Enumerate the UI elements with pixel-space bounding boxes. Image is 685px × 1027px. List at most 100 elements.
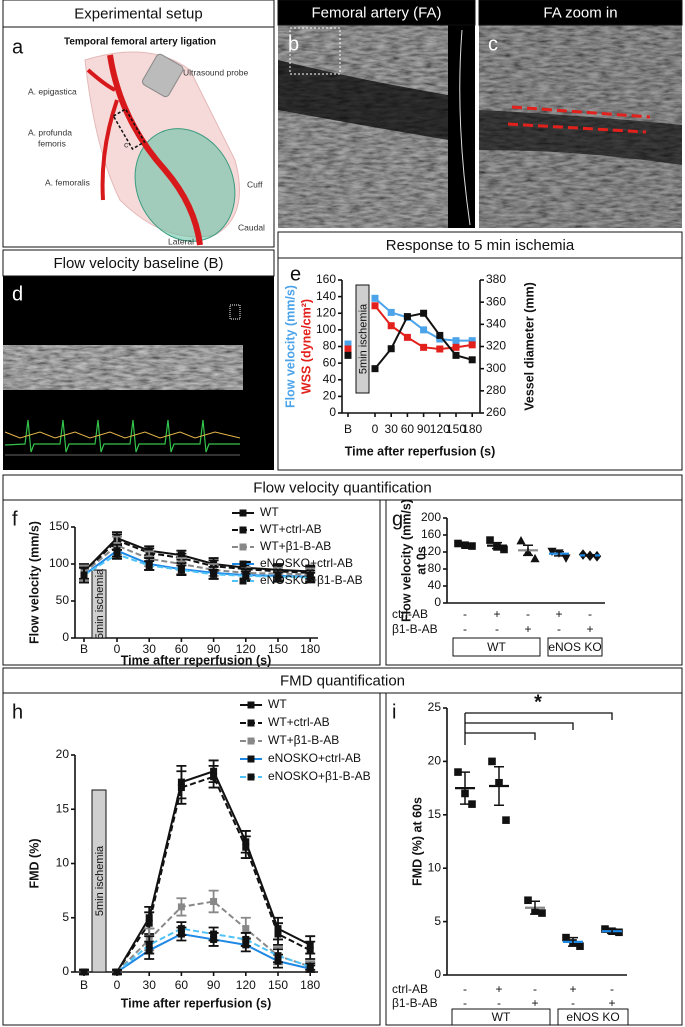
marker xyxy=(371,365,379,373)
y-tick-label: 100 xyxy=(316,322,336,336)
row-sign: - xyxy=(463,622,467,636)
legend-marker xyxy=(247,755,255,763)
y-tick-label: 20 xyxy=(323,389,337,403)
error-bar xyxy=(460,771,470,805)
y-tick-label: 160 xyxy=(316,272,336,286)
data-point xyxy=(468,542,476,550)
header-title: Flow velocity baseline (B) xyxy=(53,255,223,272)
y-tick-label: 120 xyxy=(316,305,336,319)
marker xyxy=(344,345,352,353)
marker xyxy=(420,326,428,334)
header-box xyxy=(478,0,683,26)
marker xyxy=(452,343,460,351)
header-box xyxy=(2,667,683,694)
header-box xyxy=(277,0,476,26)
y-tick-label: 0 xyxy=(329,405,336,419)
row-sign: - xyxy=(526,607,530,621)
row-sign: - xyxy=(588,607,592,621)
setup-title: Temporal femoral artery ligation xyxy=(64,37,216,48)
row-sign: + xyxy=(555,607,562,621)
header-title: Flow velocity quantification xyxy=(253,479,431,496)
y-tick-label: 25 xyxy=(428,700,442,714)
x-tick-label: B xyxy=(80,642,88,656)
marker xyxy=(403,333,411,341)
legend-marker xyxy=(247,737,255,745)
legend-marker xyxy=(239,543,247,551)
row-sign: - xyxy=(463,982,467,996)
x-tick-label: 0 xyxy=(114,642,121,656)
legend-label: WT+β1-B-AB xyxy=(260,539,331,553)
marker xyxy=(468,356,476,364)
y2-tick-label: 320 xyxy=(486,339,506,353)
legend-label: eNOSKO+β1-B-AB xyxy=(260,573,363,587)
group-label: eNOS KO xyxy=(566,1010,619,1024)
setup-label: A. epigastica xyxy=(28,86,77,96)
x-tick-label: 30 xyxy=(143,642,157,656)
marker xyxy=(145,919,153,927)
marker xyxy=(371,294,379,302)
marker xyxy=(210,570,218,578)
y-tick-label: 160 xyxy=(421,527,441,541)
marker xyxy=(210,930,218,938)
marker xyxy=(436,345,444,353)
data-point xyxy=(500,545,508,554)
panel-letter: d xyxy=(12,283,23,305)
y-axis-title: FMD (%) xyxy=(27,839,41,889)
x-tick-label: B xyxy=(344,422,352,436)
marker xyxy=(436,331,444,339)
y2-tick-label: 300 xyxy=(486,361,506,375)
marker xyxy=(177,566,185,574)
row-sign: - xyxy=(463,996,467,1010)
y-tick-label: 20 xyxy=(56,747,70,761)
series-line xyxy=(83,549,311,578)
y2-tick-label: 260 xyxy=(486,405,506,419)
header-box xyxy=(277,231,683,259)
error-bar xyxy=(523,544,533,557)
legend-label: eNOSKO+ctrl-AB xyxy=(268,751,361,765)
marker xyxy=(387,345,395,353)
data-point xyxy=(516,536,526,545)
panel-letter: a xyxy=(12,36,24,58)
legend-label: eNOSKO+ctrl-AB xyxy=(260,556,353,570)
data-point xyxy=(454,768,462,776)
panel-letter: f xyxy=(12,508,18,530)
row-label: β1-B-AB xyxy=(392,996,438,1010)
row-sign: + xyxy=(586,622,593,636)
error-bar xyxy=(585,554,595,557)
row-sign: + xyxy=(569,982,576,996)
row-sign: - xyxy=(571,996,575,1010)
y-tick-label: 0 xyxy=(434,595,441,609)
x-tick-label: 120 xyxy=(430,422,450,436)
y-tick-label: 80 xyxy=(323,339,337,353)
x-axis-title: Time after reperfusion (s) xyxy=(345,444,496,458)
series-line xyxy=(83,544,311,576)
panel-letter: g xyxy=(392,508,403,530)
group-box xyxy=(547,637,603,657)
panel-letter: h xyxy=(12,701,23,723)
data-point xyxy=(601,925,609,933)
doppler-image xyxy=(3,276,274,470)
y-tick-label: 200 xyxy=(421,510,441,524)
legend-label: WT+β1-B-AB xyxy=(268,733,339,747)
data-point xyxy=(561,554,571,563)
significance-brackets xyxy=(464,712,613,745)
data-point xyxy=(454,539,462,548)
marker xyxy=(274,930,282,938)
y-tick-label: 140 xyxy=(316,289,336,303)
marker xyxy=(242,925,250,933)
y-tick-label: 0 xyxy=(434,967,441,981)
marker xyxy=(145,941,153,949)
legend-marker xyxy=(239,509,247,517)
marker xyxy=(274,952,282,960)
ischemia-box xyxy=(91,569,107,639)
y-tick-label: 50 xyxy=(56,593,70,607)
y-tick-label: 20 xyxy=(428,754,442,768)
panel-letter: b xyxy=(288,33,299,55)
setup-label: A. femoralis xyxy=(45,177,90,187)
legend-marker xyxy=(239,526,247,534)
marker xyxy=(210,897,218,905)
marker xyxy=(436,335,444,343)
y-axis-title: Flow velocity (mm/s) xyxy=(399,499,413,622)
x-tick-label: 60 xyxy=(401,422,415,436)
legend-label: WT+ctrl-AB xyxy=(260,522,322,536)
